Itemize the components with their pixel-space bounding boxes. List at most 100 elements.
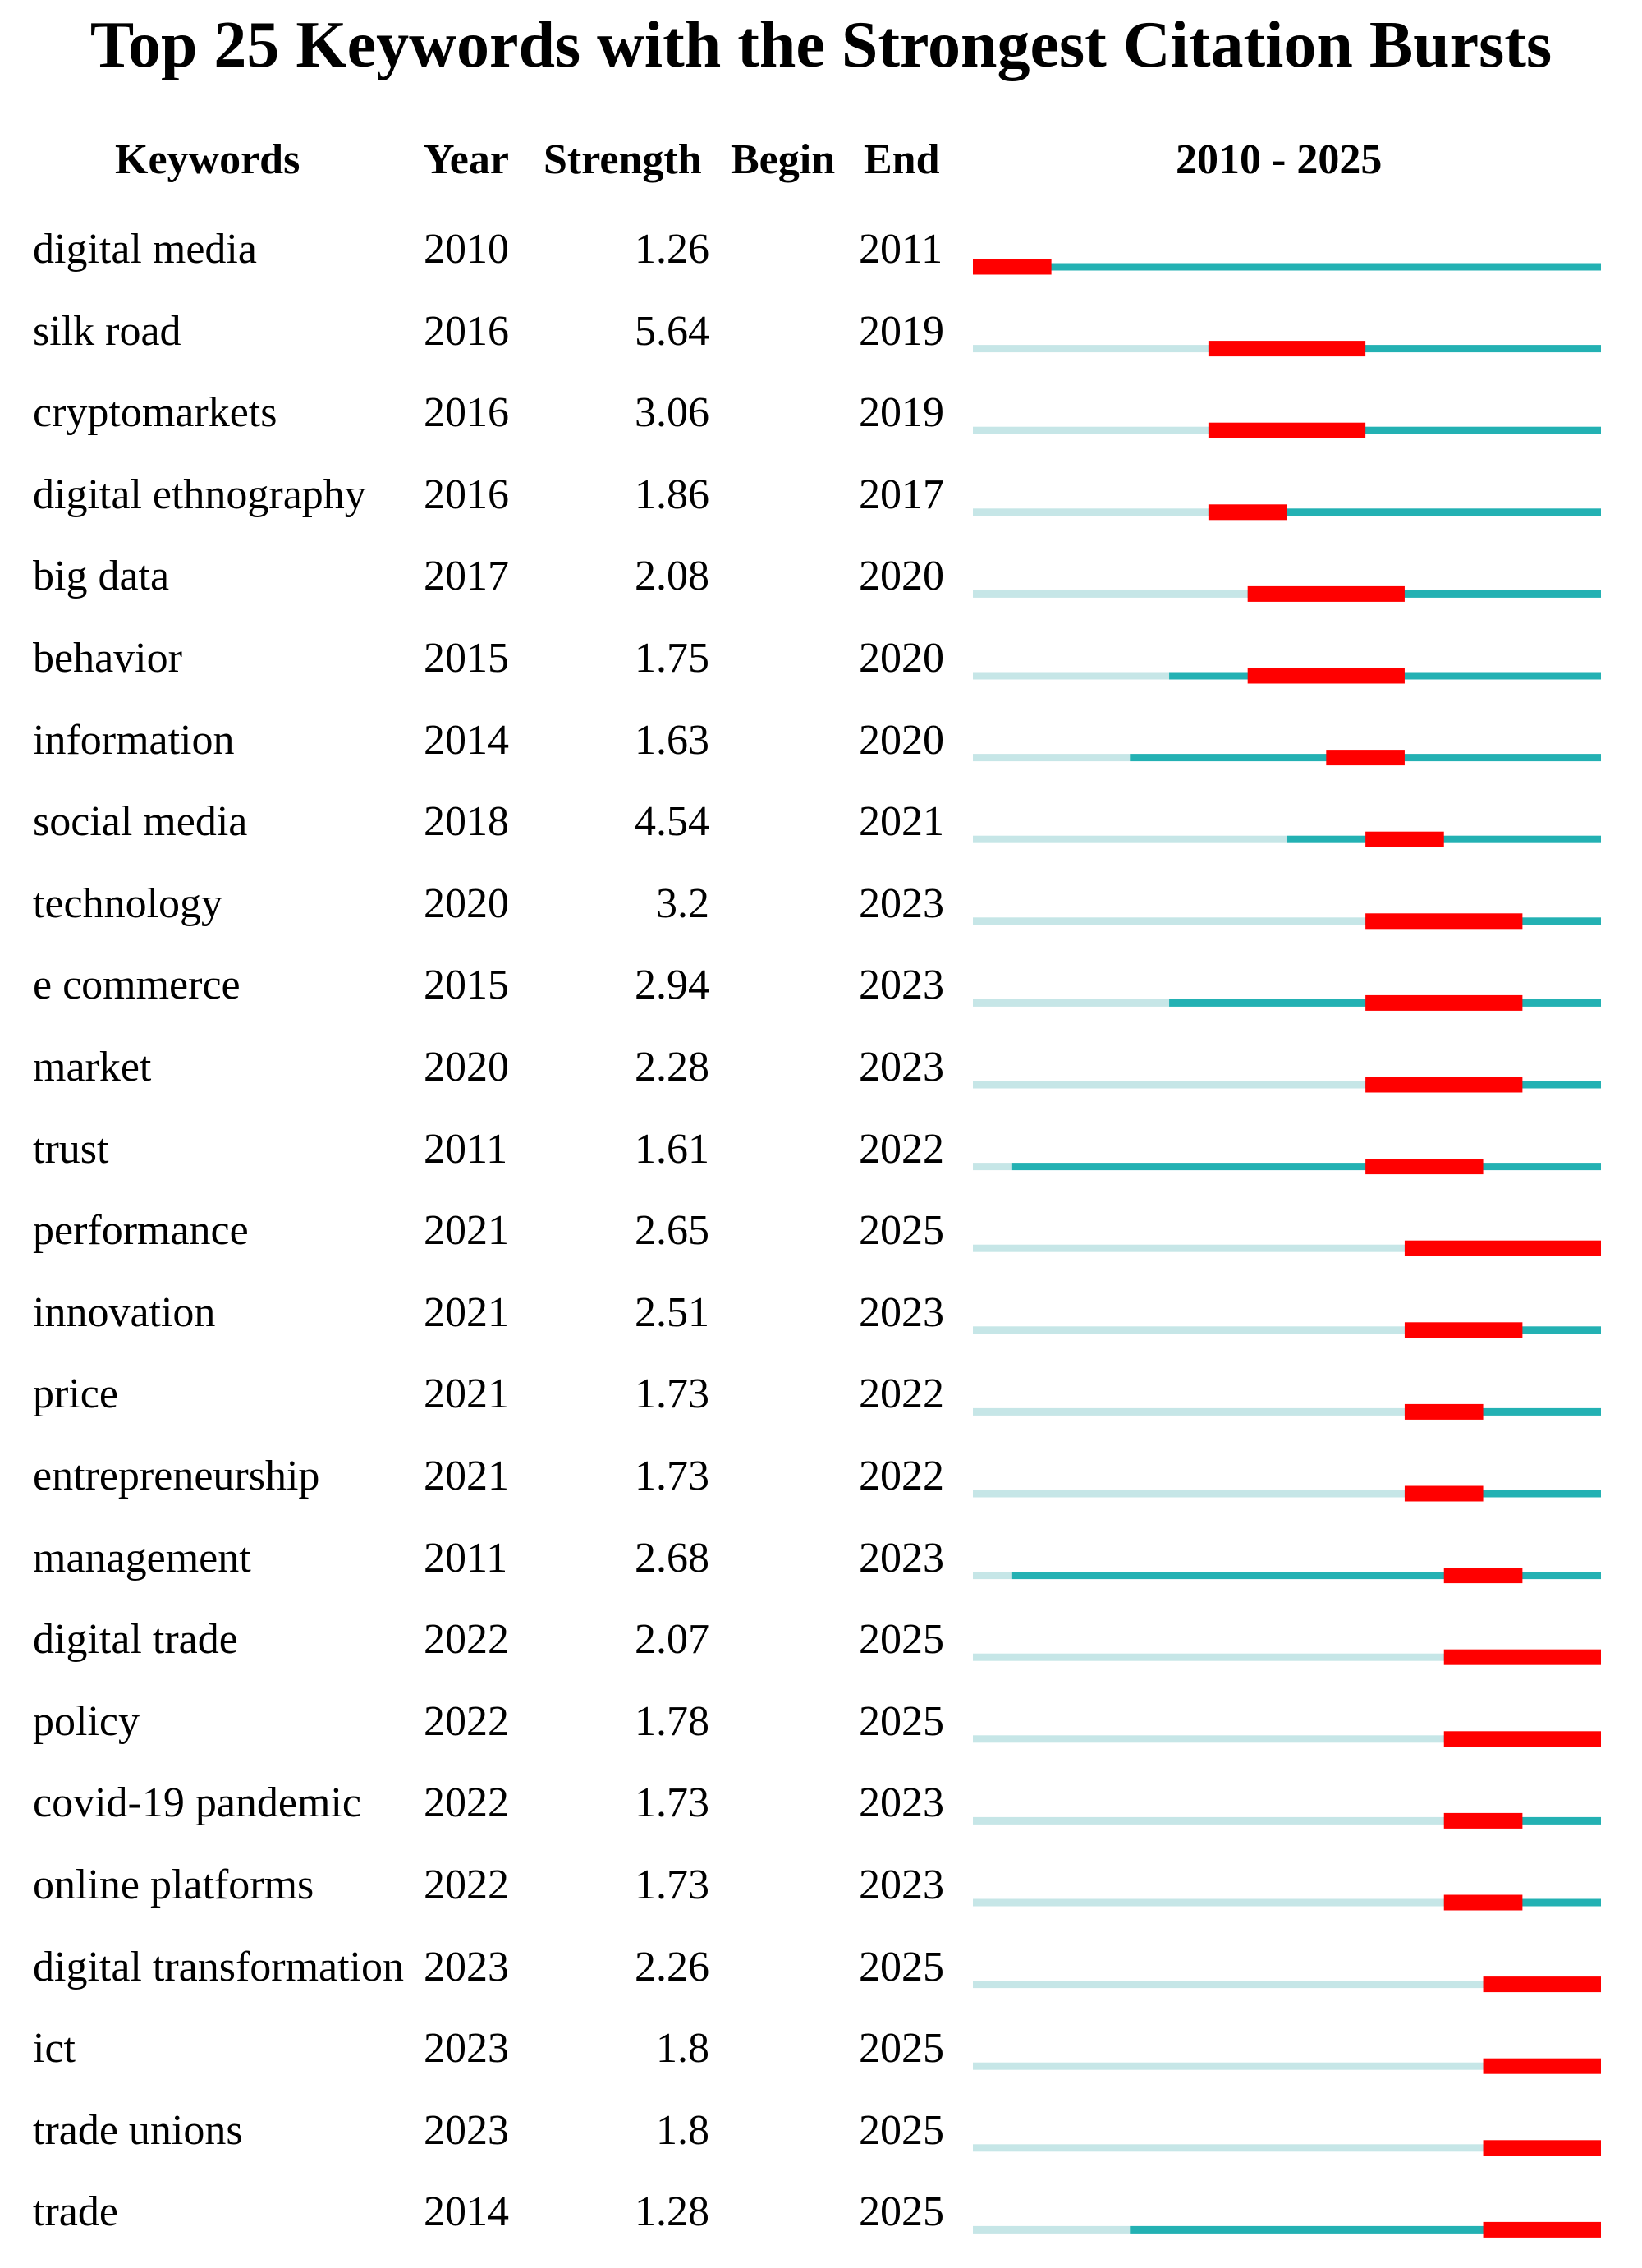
header-keywords: Keywords: [115, 136, 300, 183]
keyword-cell: management: [33, 1534, 251, 1582]
strength-cell: 1.73: [635, 1862, 709, 1908]
table-row: information 2014 1.63 2020: [0, 714, 1642, 797]
end-cell: 2022: [859, 1370, 944, 1418]
end-cell: 2025: [859, 1207, 944, 1255]
strength-cell: 1.26: [635, 226, 709, 273]
year-cell: 2020: [424, 879, 509, 927]
strength-cell: 2.08: [635, 553, 709, 600]
header-year: Year: [424, 136, 509, 183]
active-segment: [1208, 508, 1601, 516]
table-row: big data 2017 2.08 2020: [0, 550, 1642, 632]
end-cell: 2023: [859, 1779, 944, 1827]
keyword-cell: trade unions: [33, 2106, 243, 2154]
strength-cell: 2.65: [635, 1207, 709, 1255]
strength-cell: 5.64: [635, 307, 709, 355]
burst-bar: [1365, 1159, 1484, 1175]
active-segment: [973, 263, 1601, 271]
end-cell: 2020: [859, 635, 944, 682]
strength-cell: 1.61: [635, 1125, 709, 1173]
keyword-cell: behavior: [33, 635, 182, 682]
strength-cell: 1.78: [635, 1697, 709, 1745]
burst-bar: [1443, 1649, 1601, 1665]
inactive-segment: [973, 1653, 1444, 1661]
keyword-cell: information: [33, 716, 235, 764]
inactive-segment: [973, 2062, 1484, 2070]
year-cell: 2015: [424, 635, 509, 682]
table-row: trade unions 2023 1.8 2025: [0, 2105, 1642, 2187]
end-cell: 2023: [859, 1288, 944, 1336]
end-cell: 2017: [859, 471, 944, 518]
burst-bar: [1483, 2058, 1601, 2074]
keyword-cell: entrepreneurship: [33, 1453, 320, 1499]
end-cell: 2025: [859, 1943, 944, 1990]
inactive-segment: [973, 1898, 1444, 1907]
header-begin: Begin: [731, 136, 836, 183]
chart-title: Top 25 Keywords with the Strongest Citat…: [89, 9, 1553, 81]
strength-cell: 3.06: [635, 389, 709, 437]
inactive-segment: [973, 672, 1170, 680]
inactive-segment: [973, 1981, 1484, 1989]
keyword-cell: price: [33, 1370, 118, 1418]
strength-cell: 1.73: [635, 1370, 709, 1418]
active-segment: [1130, 2225, 1601, 2234]
year-cell: 2011: [424, 1125, 508, 1173]
inactive-segment: [973, 1244, 1405, 1252]
keyword-cell: trust: [33, 1125, 109, 1173]
header-strength: Strength: [544, 136, 702, 183]
end-cell: 2023: [859, 879, 944, 927]
strength-cell: 1.28: [635, 2188, 709, 2236]
table-row: silk road 2016 5.64 2019: [0, 305, 1642, 388]
year-cell: 2016: [424, 307, 509, 355]
year-cell: 2022: [424, 1862, 509, 1908]
keyword-cell: cryptomarkets: [33, 389, 277, 437]
inactive-segment: [973, 1163, 1012, 1171]
inactive-segment: [973, 2225, 1131, 2234]
active-segment: [1208, 426, 1601, 434]
burst-bar: [1443, 1894, 1523, 1911]
table-row: digital ethnography 2016 1.86 2017: [0, 469, 1642, 551]
end-cell: 2021: [859, 798, 944, 846]
table-row: e commerce 2015 2.94 2023: [0, 959, 1642, 1041]
end-cell: 2023: [859, 1862, 944, 1908]
strength-cell: 1.86: [635, 471, 709, 518]
table-row: technology 2020 3.2 2023: [0, 878, 1642, 960]
year-cell: 2023: [424, 1943, 509, 1990]
year-cell: 2014: [424, 2188, 509, 2236]
keyword-cell: trade: [33, 2188, 118, 2236]
year-cell: 2023: [424, 2025, 509, 2073]
end-cell: 2023: [859, 1534, 944, 1582]
inactive-segment: [973, 917, 1366, 925]
strength-cell: 4.54: [635, 798, 709, 846]
year-cell: 2021: [424, 1207, 509, 1255]
keyword-cell: silk road: [33, 307, 181, 355]
burst-bar: [1483, 2221, 1601, 2238]
inactive-segment: [973, 1326, 1405, 1334]
keyword-cell: market: [33, 1044, 152, 1090]
table-row: trade 2014 1.28 2025: [0, 2186, 1642, 2268]
year-cell: 2018: [424, 798, 509, 846]
inactive-segment: [973, 345, 1209, 353]
keyword-cell: digital trade: [33, 1616, 238, 1664]
end-cell: 2023: [859, 962, 944, 1009]
strength-cell: 2.07: [635, 1616, 709, 1664]
table-row: innovation 2021 2.51 2023: [0, 1287, 1642, 1369]
keyword-cell: innovation: [33, 1288, 216, 1336]
table-row: digital transformation 2023 2.26 2025: [0, 1941, 1642, 2023]
burst-bar: [1365, 831, 1444, 847]
burst-bar: [1208, 422, 1366, 438]
strength-cell: 2.68: [635, 1534, 709, 1582]
strength-cell: 1.73: [635, 1779, 709, 1827]
end-cell: 2020: [859, 553, 944, 600]
inactive-segment: [973, 754, 1131, 762]
inactive-segment: [973, 1490, 1405, 1498]
keyword-cell: policy: [33, 1697, 140, 1745]
active-segment: [1247, 590, 1601, 598]
inactive-segment: [973, 835, 1287, 843]
burst-bar: [973, 259, 1052, 275]
inactive-segment: [973, 1407, 1405, 1416]
year-cell: 2014: [424, 716, 509, 764]
table-row: digital media 2010 1.26 2011: [0, 223, 1642, 305]
keyword-cell: technology: [33, 879, 223, 927]
inactive-segment: [973, 426, 1209, 434]
